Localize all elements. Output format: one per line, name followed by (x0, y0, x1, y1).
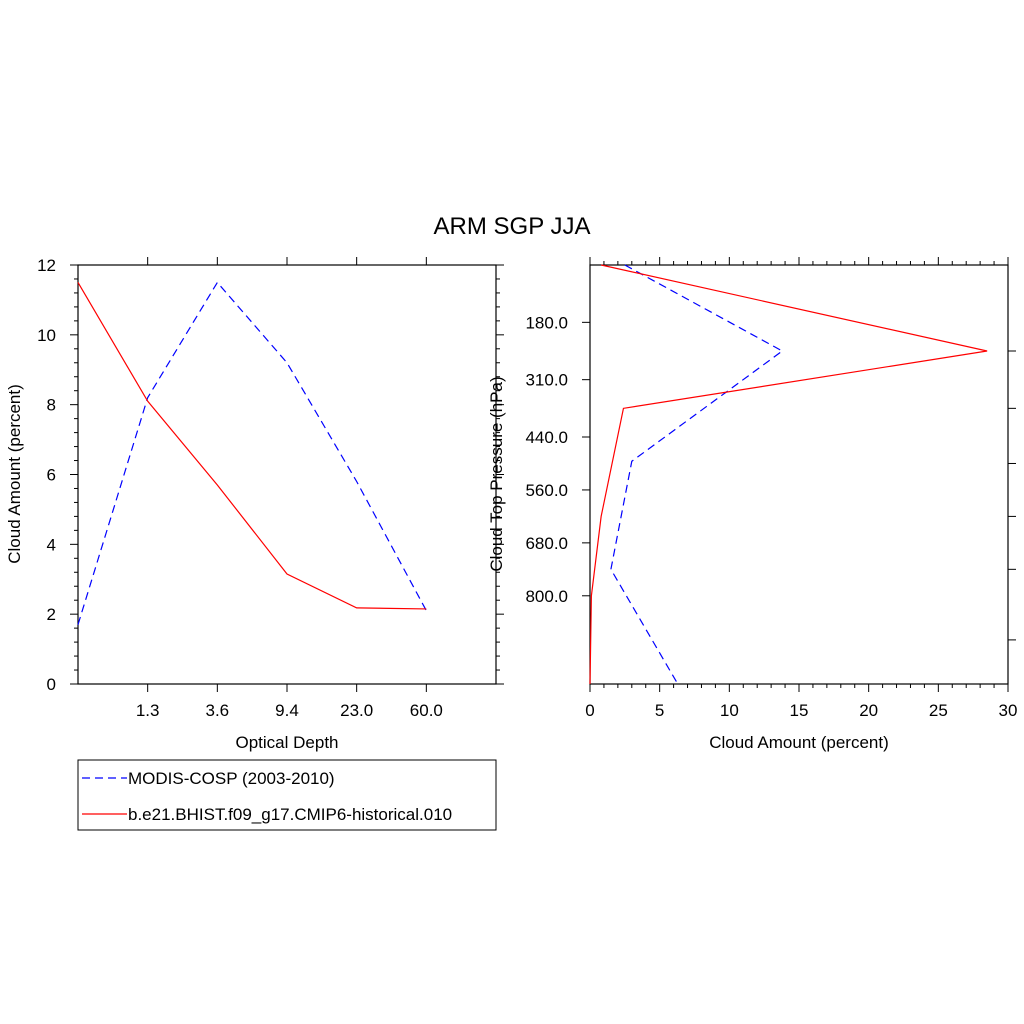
legend-label-modis: MODIS-COSP (2003-2010) (128, 769, 335, 788)
right-x-tick-label: 30 (999, 701, 1018, 720)
left-x-tick-label: 9.4 (275, 701, 299, 720)
right-y-tick-label: 440.0 (525, 428, 568, 447)
right-panel: 0 5 10 15 20 25 30 180.0 310.0 440.0 560.0 680.0 800… (487, 257, 1017, 752)
figure-title: ARM SGP JJA (434, 213, 591, 240)
left-x-tick-label: 23.0 (340, 701, 373, 720)
right-x-tick-label: 10 (720, 701, 739, 720)
left-xlabel: Optical Depth (236, 733, 339, 752)
right-x-tick-label: 15 (790, 701, 809, 720)
left-y-tick-label: 4 (47, 535, 56, 554)
right-xlabel: Cloud Amount (percent) (709, 733, 889, 752)
right-y-tick-label: 180.0 (525, 313, 568, 332)
right-y-tick-label: 560.0 (525, 481, 568, 500)
left-ylabel: Cloud Amount (percent) (5, 384, 24, 564)
right-y-tick-label: 310.0 (525, 371, 568, 390)
right-ylabel: Cloud Top Pressure (hPa) (487, 376, 506, 571)
right-plot-frame (589, 264, 1009, 685)
right-x-tick-label: 20 (859, 701, 878, 720)
right-series-model-line (589, 264, 988, 685)
left-plot-frame (77, 264, 497, 685)
left-y-tick-label: 8 (47, 396, 56, 415)
left-y-tick-label: 12 (37, 256, 56, 275)
left-ticks: 1.3 3.6 9.4 23.0 60.0 0 2 4 6 8 10 12 (37, 256, 504, 720)
left-y-tick-label: 10 (37, 326, 56, 345)
left-x-tick-label: 60.0 (410, 701, 443, 720)
left-series (77, 281, 427, 625)
legend-box (77, 759, 497, 831)
legend-label-model: b.e21.BHIST.f09_g17.CMIP6-historical.010 (128, 805, 452, 824)
right-y-tick-label: 680.0 (525, 534, 568, 553)
right-ticks: 0 5 10 15 20 25 30 180.0 310.0 440.0 560.0 680.0 800… (525, 257, 1017, 720)
left-x-tick-label: 3.6 (206, 701, 230, 720)
left-y-tick-label: 6 (47, 466, 56, 485)
left-y-tick-label: 2 (47, 605, 56, 624)
right-y-tick-label: 800.0 (525, 587, 568, 606)
right-x-tick-label: 25 (929, 701, 948, 720)
legend: MODIS-COSP (2003-2010) b.e21.BHIST.f09_g… (77, 759, 497, 831)
left-x-tick-label: 1.3 (136, 701, 160, 720)
left-series-model-line (77, 282, 427, 610)
left-panel: 1.3 3.6 9.4 23.0 60.0 0 2 4 6 8 10 12 Optical Depth… (5, 256, 504, 752)
right-series-modis-line (610, 264, 784, 685)
left-series-modis-line (77, 281, 427, 625)
left-y-tick-label: 0 (47, 675, 56, 694)
right-x-tick-label: 0 (585, 701, 594, 720)
right-x-tick-label: 5 (655, 701, 664, 720)
right-series (589, 264, 988, 685)
